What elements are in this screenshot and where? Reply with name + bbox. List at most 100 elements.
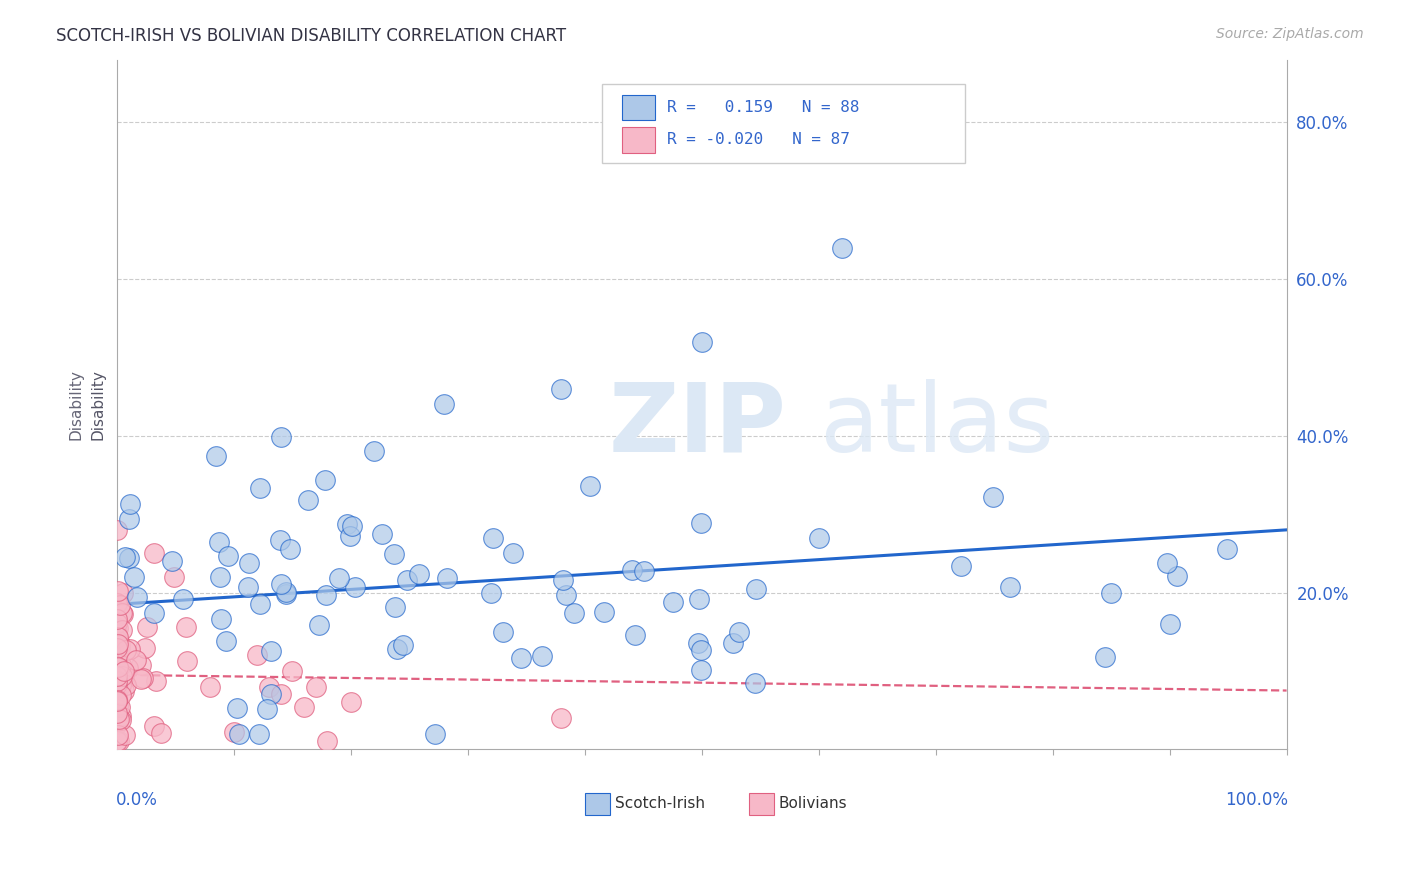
Point	[142, 719, 165, 733]
Point	[108, 734, 131, 748]
Point	[105, 666, 128, 681]
Point	[1094, 650, 1116, 665]
Point	[270, 688, 292, 702]
Point	[217, 549, 239, 564]
Point	[107, 728, 129, 742]
Point	[108, 641, 131, 656]
Point	[112, 684, 135, 698]
Point	[105, 706, 128, 720]
Point	[222, 724, 245, 739]
Point	[690, 334, 713, 349]
Point	[105, 673, 128, 688]
Text: 0.0%: 0.0%	[115, 790, 157, 809]
Point	[247, 726, 270, 740]
Point	[690, 643, 713, 657]
Point	[297, 492, 319, 507]
Point	[142, 546, 165, 560]
Point	[107, 711, 129, 725]
Point	[105, 674, 128, 689]
Point	[176, 654, 198, 668]
Point	[107, 630, 129, 644]
Point	[385, 642, 408, 657]
Point	[721, 635, 744, 649]
Point	[620, 563, 643, 577]
Text: atlas: atlas	[818, 378, 1054, 472]
Point	[105, 677, 128, 691]
Point	[728, 624, 751, 639]
Point	[436, 571, 458, 585]
Point	[118, 551, 141, 566]
Point	[259, 644, 281, 658]
Point	[108, 700, 131, 714]
Point	[1166, 569, 1188, 583]
Point	[246, 648, 269, 663]
Point	[688, 592, 710, 607]
Point	[111, 624, 134, 638]
Point	[105, 653, 128, 667]
Point	[105, 642, 128, 657]
Point	[207, 535, 229, 549]
Text: Scotch-Irish: Scotch-Irish	[616, 797, 706, 812]
Point	[107, 660, 129, 674]
Point	[257, 680, 280, 694]
Point	[105, 643, 128, 657]
Point	[172, 592, 194, 607]
Point	[260, 687, 283, 701]
Text: Bolivians: Bolivians	[779, 797, 848, 812]
Point	[111, 586, 134, 600]
Point	[249, 597, 271, 611]
Point	[129, 672, 152, 686]
Text: R = -0.020   N = 87: R = -0.020 N = 87	[666, 132, 849, 147]
Point	[550, 711, 572, 725]
Point	[107, 644, 129, 658]
Point	[336, 517, 359, 532]
Point	[633, 565, 655, 579]
Point	[107, 648, 129, 662]
Point	[115, 678, 138, 692]
Point	[105, 596, 128, 610]
Point	[125, 653, 148, 667]
Point	[105, 680, 128, 694]
Point	[129, 658, 152, 673]
Point	[105, 717, 128, 731]
Point	[108, 636, 131, 650]
Point	[107, 637, 129, 651]
Point	[228, 726, 250, 740]
Point	[1156, 556, 1178, 570]
Point	[149, 725, 172, 739]
Bar	[748, 793, 775, 814]
Point	[256, 702, 278, 716]
Point	[215, 634, 238, 648]
Point	[276, 585, 298, 599]
Point	[124, 570, 146, 584]
Point	[110, 708, 132, 723]
Point	[502, 546, 524, 560]
Point	[110, 713, 132, 727]
Point	[744, 676, 766, 690]
Point	[108, 712, 131, 726]
Point	[981, 490, 1004, 504]
Point	[105, 692, 128, 706]
Point	[278, 541, 301, 556]
Point	[115, 643, 138, 657]
Point	[662, 595, 685, 609]
Point	[105, 669, 128, 683]
FancyBboxPatch shape	[602, 84, 965, 163]
Point	[249, 481, 271, 495]
Point	[107, 680, 129, 694]
Point	[315, 588, 337, 602]
Point	[562, 606, 585, 620]
Point	[807, 531, 830, 545]
Point	[344, 580, 367, 594]
Point	[107, 635, 129, 649]
Point	[396, 573, 419, 587]
Point	[551, 573, 574, 587]
Point	[200, 681, 222, 695]
Point	[550, 382, 572, 396]
Point	[110, 678, 132, 692]
Point	[205, 449, 228, 463]
Point	[308, 618, 330, 632]
Point	[510, 651, 533, 665]
Point	[107, 639, 129, 653]
Point	[482, 531, 505, 545]
